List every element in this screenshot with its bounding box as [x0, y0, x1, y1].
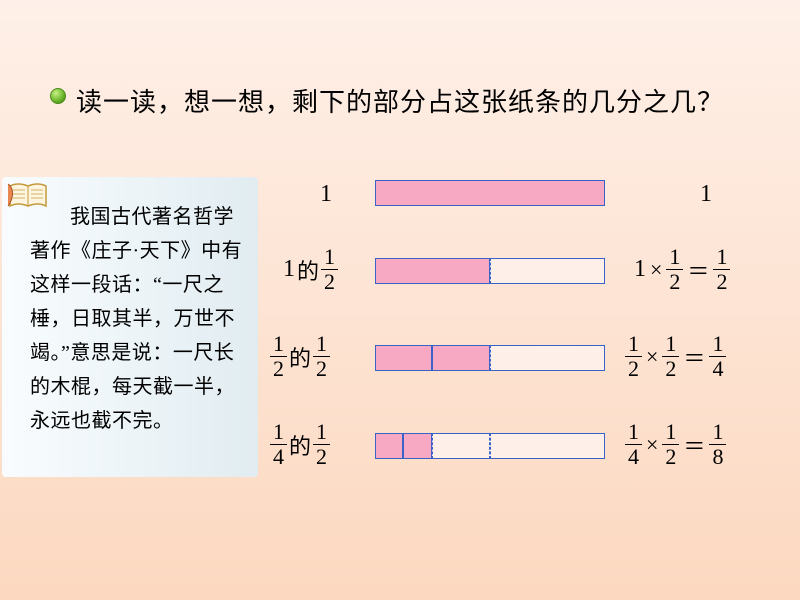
row4-eq-r: 1 8: [709, 420, 726, 469]
row2-seg2: [490, 258, 605, 284]
row3-seg3: [490, 345, 605, 371]
sidebar-text: 我国古代著名哲学著作《庄子·天下》中有这样一段话：“一尺之棰，日取其半，万世不竭…: [30, 200, 252, 438]
row3-b: 1 2: [313, 332, 330, 381]
row2-eq-a: 1: [634, 256, 646, 283]
row3-eq: 1 2 × 1 2 ＝ 1 4: [625, 332, 726, 381]
times-glyph: ×: [642, 432, 662, 458]
row4-seg2: [403, 433, 432, 459]
row3-bar: [375, 345, 605, 371]
row4-seg4: [490, 433, 605, 459]
question-title: 读一读，想一想，剩下的部分占这张纸条的几分之几？: [76, 82, 736, 124]
row1-bar: [375, 180, 605, 206]
de-glyph: 的: [287, 341, 313, 373]
row3-eq-b: 1 2: [662, 332, 679, 381]
bullet-icon: [50, 88, 66, 104]
row4-eq-b: 1 2: [662, 420, 679, 469]
row4-a: 1 4: [270, 420, 287, 469]
row4-seg3: [432, 433, 490, 459]
row2-label: 1 的 1 2: [283, 245, 338, 294]
sidebar-body: 我国古代著名哲学著作《庄子·天下》中有这样一段话：“一尺之棰，日取其半，万世不竭…: [30, 206, 242, 432]
de-glyph: 的: [295, 254, 321, 286]
row2-eq-b: 1 2: [666, 245, 683, 294]
de-glyph: 的: [287, 429, 313, 461]
row2-seg1: [375, 258, 490, 284]
row4-b: 1 2: [313, 420, 330, 469]
row2-a: 1: [283, 256, 295, 283]
row3-label: 1 2 的 1 2: [270, 332, 330, 381]
row1-right-1: 1: [700, 181, 712, 208]
times-glyph: ×: [642, 344, 662, 370]
row3-a: 1 2: [270, 332, 287, 381]
row3-seg1: [375, 345, 433, 371]
eq-glyph: ＝: [679, 341, 709, 373]
row4-seg1: [375, 433, 404, 459]
row2-eq: 1 × 1 2 ＝ 1 2: [634, 245, 730, 294]
row4-bar: [375, 433, 605, 459]
row2-eq-r: 1 2: [713, 245, 730, 294]
times-glyph: ×: [646, 257, 666, 283]
row4-eq: 1 4 × 1 2 ＝ 1 8: [625, 420, 726, 469]
row1-left-1: 1: [320, 181, 332, 208]
eq-glyph: ＝: [679, 429, 709, 461]
row3-eq-r: 1 4: [709, 332, 726, 381]
row2-bar: [375, 258, 605, 284]
row3-seg2: [432, 345, 490, 371]
row4-label: 1 4 的 1 2: [270, 420, 330, 469]
row3-eq-a: 1 2: [625, 332, 642, 381]
row4-eq-a: 1 4: [625, 420, 642, 469]
row2-b: 1 2: [321, 245, 338, 294]
eq-glyph: ＝: [683, 254, 713, 286]
